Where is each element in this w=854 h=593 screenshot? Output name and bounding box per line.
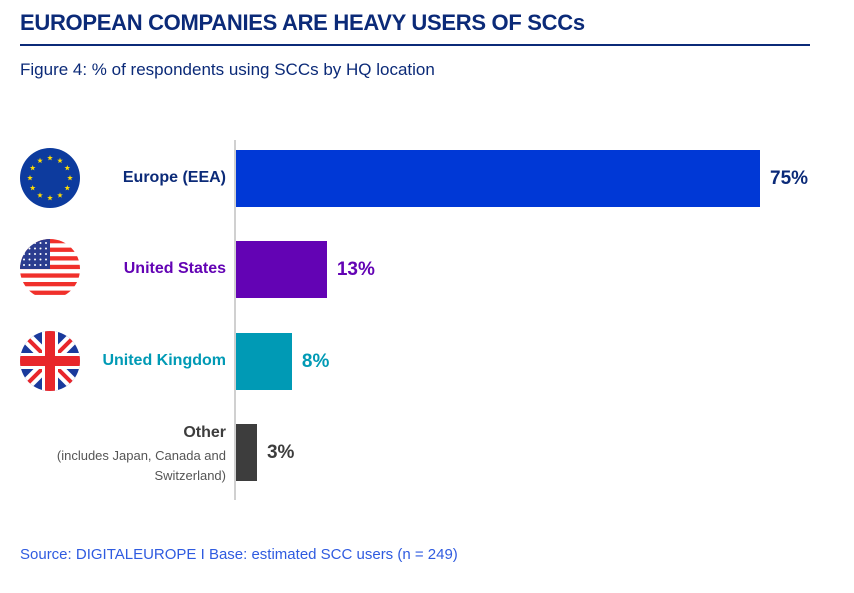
y-axis-line (234, 140, 236, 500)
eu-flag-icon (20, 148, 80, 208)
data-label: 3% (266, 442, 295, 463)
figure-caption: Figure 4: % of respondents using SCCs by… (20, 60, 435, 79)
chart-title: EUROPEAN COMPANIES ARE HEAVY USERS OF SC… (20, 10, 585, 35)
category-label: Europe (EEA) (122, 169, 226, 186)
uk-flag-icon (20, 331, 80, 391)
data-label: 75% (770, 168, 809, 189)
category-note: (includes Japan, Canada and Switzerland) (56, 448, 226, 483)
source-note: Source: DIGITALEUROPE I Base: estimated … (20, 546, 458, 563)
title-divider (20, 44, 810, 46)
bar-1 (236, 241, 327, 298)
data-label: 8% (301, 351, 330, 372)
category-label: Other (183, 424, 226, 441)
us-flag-icon (20, 239, 80, 299)
data-label: 13% (336, 259, 375, 280)
bar-0 (236, 150, 760, 207)
bar-3 (236, 424, 257, 481)
bar-2 (236, 333, 292, 390)
category-label: United Kingdom (102, 352, 226, 369)
category-label: United States (123, 260, 226, 277)
